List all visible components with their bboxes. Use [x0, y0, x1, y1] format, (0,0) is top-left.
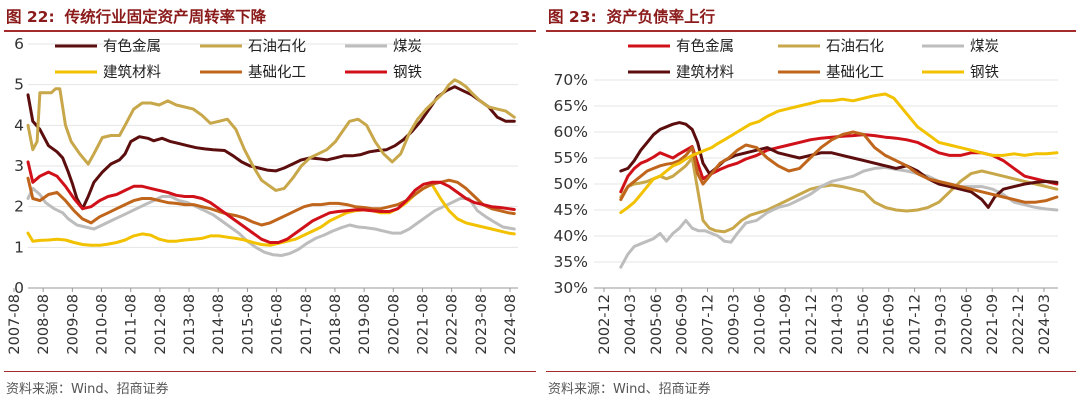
- x-tick-label: 2023-08: [474, 294, 490, 355]
- title-rule: [4, 30, 536, 32]
- legend-label: 基础化工: [826, 64, 884, 81]
- y-tick-label: 35%: [554, 253, 588, 271]
- x-tick-label: 2015-06: [856, 294, 872, 355]
- chart-panel-leverage: 图 23: 资产负债率上行 30% 35% 40% 45% 50% 55% 60% 65% 70%…: [542, 0, 1080, 404]
- y-tick-label: 65%: [554, 97, 588, 115]
- x-tick-label: 2019-08: [357, 294, 373, 355]
- y-tick-label: 55%: [554, 149, 588, 167]
- x-tick-label: 2011-08: [124, 294, 140, 355]
- y-tick-label: 4: [14, 116, 24, 134]
- y-tick-label: 60%: [554, 123, 588, 141]
- y-tick-label: 2: [14, 198, 24, 216]
- x-tick-label: 2007-08: [7, 294, 23, 355]
- title-rule: [546, 30, 1076, 32]
- x-tick-label: 2010-08: [95, 294, 111, 355]
- chart-panel-turnover: 图 22: 传统行业固定资产周转率下降 0 1 2 3 4 5 6 2007-08 2008-08…: [4, 5, 536, 397]
- x-tick-label: 2015-08: [240, 294, 256, 355]
- chart-title: 图 22: 传统行业固定资产周转率下降: [6, 5, 266, 27]
- x-tick-label: 2024-08: [503, 294, 519, 355]
- x-tick-label: 2005-06: [649, 294, 665, 355]
- series-line: [26, 160, 516, 244]
- x-tick-label: 2010-06: [752, 294, 768, 355]
- x-tick-label: 2002-12: [597, 294, 613, 355]
- x-tick-label: 2022-12: [1011, 294, 1027, 355]
- x-tick-label: 2022-08: [445, 294, 461, 355]
- x-tick-label: 2013-08: [182, 294, 198, 355]
- source-note: 资料来源：Wind、招商证券: [548, 382, 711, 397]
- x-tick-label: 2004-03: [623, 294, 639, 355]
- legend-label: 钢铁: [393, 64, 422, 81]
- chart-title: 图 23: 资产负债率上行: [548, 5, 715, 27]
- figure-number: 图 22:: [6, 8, 55, 26]
- x-tick-label: 2020-08: [386, 294, 402, 355]
- legend-label: 石油石化: [248, 38, 306, 55]
- chart-title-text: 资产负债率上行: [606, 8, 716, 26]
- x-tick-label: 2012-12: [804, 294, 820, 355]
- x-tick-label: 2014-03: [830, 294, 846, 355]
- y-tick-label: 70%: [554, 71, 588, 89]
- source-note: 资料来源：Wind、招商证券: [6, 382, 169, 397]
- legend-label: 石油石化: [826, 38, 884, 55]
- y-tick-label: 45%: [554, 201, 588, 219]
- x-tick-label: 2006-09: [675, 294, 691, 355]
- x-tick-label: 2016-09: [882, 294, 898, 355]
- series-line: [619, 92, 1059, 215]
- source-rule: [4, 371, 536, 372]
- x-tick-label: 2009-08: [65, 294, 81, 355]
- x-tick-label: 2020-06: [959, 294, 975, 355]
- series-line: [26, 78, 516, 192]
- x-tick-label: 2018-08: [328, 294, 344, 355]
- x-tick-label: 2007-12: [701, 294, 717, 355]
- y-tick-label: 3: [14, 157, 24, 175]
- y-tick-label: 50%: [554, 175, 588, 193]
- y-tick-label: 5: [14, 76, 24, 94]
- x-tick-label: 2012-08: [153, 294, 169, 355]
- y-tick-label: 40%: [554, 227, 588, 245]
- legend-label: 有色金属: [103, 38, 161, 55]
- legend-label: 基础化工: [248, 64, 306, 81]
- chart-title-text: 传统行业固定资产周转率下降: [64, 8, 267, 26]
- line-chart-turnover: 0 1 2 3 4 5 6 2007-08 2008-08 2009-08 2010-08 2011-…: [7, 35, 519, 355]
- x-tick-label: 2016-08: [270, 294, 286, 355]
- series-line: [619, 156, 1059, 234]
- legend-label: 煤炭: [970, 38, 999, 55]
- figure-number: 图 23:: [548, 8, 597, 26]
- series-line: [619, 121, 1059, 209]
- series-line: [26, 182, 516, 247]
- x-tick-label: 2024-03: [1037, 294, 1053, 355]
- y-tick-label: 0: [14, 279, 24, 297]
- series-line: [619, 133, 1059, 194]
- series-line: [26, 85, 516, 211]
- series-line: [619, 130, 1059, 204]
- y-tick-label: 6: [14, 35, 24, 53]
- x-tick-label: 2017-12: [908, 294, 924, 355]
- x-tick-label: 2009-03: [726, 294, 742, 355]
- series-line: [26, 186, 516, 257]
- x-tick-label: 2021-08: [415, 294, 431, 355]
- series-line: [619, 165, 1059, 269]
- legend-label: 煤炭: [393, 38, 422, 55]
- legend-label: 有色金属: [676, 38, 734, 55]
- x-tick-label: 2011-09: [778, 294, 794, 355]
- x-tick-label: 2008-08: [36, 294, 52, 355]
- legend-label: 建筑材料: [676, 64, 734, 81]
- y-tick-label: 30%: [554, 279, 588, 297]
- x-tick-label: 2014-08: [211, 294, 227, 355]
- source-rule: [546, 371, 1076, 372]
- x-tick-label: 2021-09: [985, 294, 1001, 355]
- line-chart-debt-ratio: 30% 35% 40% 45% 50% 55% 60% 65% 70% 2002-12 2004-0…: [554, 38, 1059, 355]
- x-tick-label: 2019-03: [933, 294, 949, 355]
- legend-label: 钢铁: [970, 64, 999, 81]
- x-tick-label: 2017-08: [299, 294, 315, 355]
- y-tick-label: 1: [14, 238, 24, 256]
- legend-label: 建筑材料: [103, 64, 161, 81]
